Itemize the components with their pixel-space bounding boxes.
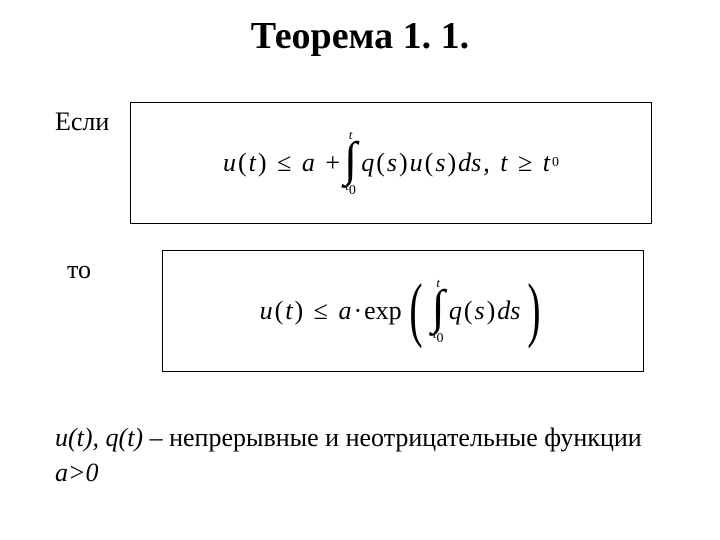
sym-a: a [302,148,315,178]
int-lower-sub: 0 [349,183,356,198]
integral-icon-2: t ∫ t0 [432,276,445,346]
c-ds: ds [497,296,520,326]
c-t: t [285,296,292,326]
sym-ds: ds [458,148,481,178]
c-u: u [260,296,273,326]
sym-t2: t [500,148,507,178]
c-dot: · [353,296,362,326]
sym-s2: s [435,148,445,178]
c-le: ≤ [314,296,328,326]
conditions-emph: u(t), q(t) [55,423,143,452]
conditions-text: u(t), q(t) – непрерывные и неотрицательн… [55,420,675,490]
sym-u2: u [410,148,423,178]
premise-row: Если u(t) ≤ a + t ∫ t0 q(s)u(s)ds, t ≥ t… [55,102,675,224]
conclusion-formula-box: u(t) ≤ a · exp ( t ∫ t0 q(s)ds ) [162,250,644,372]
conclusion-row: то u(t) ≤ a · exp ( t ∫ t0 q(s)ds ) [55,250,675,372]
sym-le: ≤ [277,148,291,178]
sym-u: u [223,148,236,178]
c-q: q [449,296,462,326]
integral-icon: t ∫ t0 [344,128,357,198]
c-exp: exp [364,296,402,326]
conditions-line-2: a>0 [55,455,675,490]
sym-s1: s [387,148,397,178]
sym-t: t [249,148,256,178]
conditions-line-1: u(t), q(t) – непрерывные и неотрицательн… [55,420,675,455]
sym-comma: , [483,148,490,178]
page-title: Теорема 1. 1. [0,14,720,58]
conditions-rest: – непрерывные и неотрицательные функции [143,423,642,452]
c-s: s [474,296,484,326]
lparen-big-icon: ( [409,273,422,345]
sym-q: q [361,148,374,178]
rparen-big-icon: ) [528,273,541,345]
sym-ge: ≥ [518,148,532,178]
premise-lead: Если [55,102,130,137]
slide: Теорема 1. 1. Если u(t) ≤ a + t ∫ t0 q(s… [0,0,720,540]
c-a: a [338,296,351,326]
sym-t0s: 0 [552,155,559,171]
c-int-lower-sub: 0 [437,331,444,346]
premise-formula-box: u(t) ≤ a + t ∫ t0 q(s)u(s)ds, t ≥ t0 [130,102,652,224]
conclusion-lead: то [55,250,142,285]
sym-plus: + [325,148,340,178]
sym-t0b: t [543,148,550,178]
premise-formula: u(t) ≤ a + t ∫ t0 q(s)u(s)ds, t ≥ t0 [223,128,559,198]
conclusion-formula: u(t) ≤ a · exp ( t ∫ t0 q(s)ds ) [260,275,547,347]
